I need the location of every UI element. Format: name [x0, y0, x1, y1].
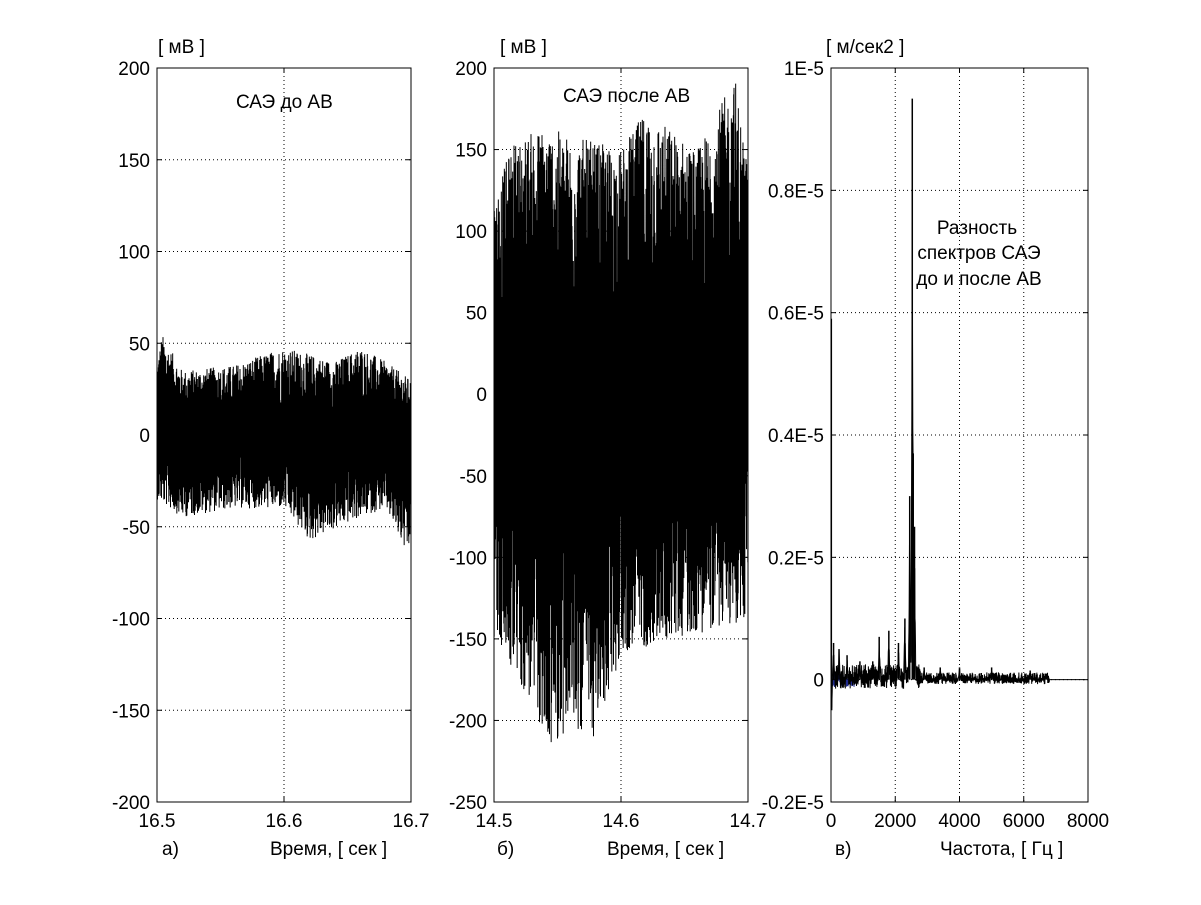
y-unit-label: [ м/сек2 ]: [826, 37, 904, 58]
y-tick-label: 100: [455, 222, 487, 243]
y-tick-label: -250: [449, 793, 487, 814]
x-tick-label: 2000: [874, 811, 916, 832]
y-tick-label: 150: [455, 141, 487, 162]
x-tick-label: 4000: [938, 811, 980, 832]
x-tick-label: 14.7: [730, 811, 767, 832]
y-tick-label: 0: [139, 426, 150, 447]
y-tick-label: 0.8E-5: [768, 181, 824, 202]
chart-panel-b: 14.5 14.6 14.7 -250 -200 -150 -100 -50 0 50 100 15…: [449, 37, 767, 860]
y-tick-label: -0.2E-5: [762, 793, 824, 814]
chart-panel-a: 16.5 16.6 16.7 -200 -150 -100 -50 0 50 100 150 200…: [112, 37, 430, 860]
x-tick-label: 8000: [1067, 811, 1109, 832]
panel-letter: в): [835, 839, 851, 860]
y-unit-label: [ мВ ]: [158, 37, 205, 58]
x-tick-label: 16.5: [139, 811, 176, 832]
panel-letter: б): [497, 839, 514, 860]
x-tick-label: 6000: [1003, 811, 1045, 832]
chart-panel-c: 0 2000 4000 6000 8000 -0.2E-500.2E-50.4E-50.…: [762, 37, 1109, 860]
y-tick-label: -50: [460, 467, 487, 488]
y-tick-label: 200: [455, 59, 487, 80]
x-tick-label: 16.7: [393, 811, 430, 832]
y-tick-label: 0: [813, 671, 824, 692]
x-tick-labels: 14.5 14.6 14.7: [476, 811, 767, 832]
y-tick-label: 100: [118, 243, 150, 264]
y-tick-label: 1E-5: [784, 59, 824, 80]
y-tick-label: -50: [123, 518, 150, 539]
x-axis-label: Частота, [ Гц ]: [940, 839, 1063, 860]
x-axis-label: Время, [ сек ]: [607, 839, 724, 860]
y-tick-label: 0.6E-5: [768, 304, 824, 325]
panel-letter: а): [162, 839, 179, 860]
y-tick-label: 200: [118, 59, 150, 80]
y-tick-label: 150: [118, 151, 150, 172]
y-unit-label: [ мВ ]: [500, 37, 547, 58]
y-tick-labels: -200 -150 -100 -50 0 50 100 150 200: [112, 59, 150, 814]
signal-trace: [156, 337, 412, 546]
y-tick-label: -100: [112, 610, 150, 631]
y-tick-labels: -0.2E-5 0 0.2E-5 0.4E-5 0.6E-5 0.8E-5 1E-5: [762, 59, 824, 814]
y-tick-label: -200: [449, 711, 487, 732]
y-tick-label: -200: [112, 793, 150, 814]
x-tick-label: 16.6: [266, 811, 303, 832]
y-tick-label: -100: [449, 548, 487, 569]
tick-marks: [156, 67, 412, 803]
y-tick-label: 0.4E-5: [768, 426, 824, 447]
y-tick-label: 0: [476, 385, 487, 406]
y-tick-labels: -250 -200 -150 -100 -50 0 50 100 150 200: [449, 59, 487, 814]
annotation-line: до и после АВ: [916, 269, 1041, 290]
x-tick-label: 14.5: [476, 811, 513, 832]
x-tick-labels: 0 2000 4000 6000 8000: [826, 811, 1109, 832]
annotation-line: САЭ до АВ: [236, 92, 333, 113]
signal-path: [156, 337, 412, 546]
tick-marks: [830, 67, 1089, 803]
tick-marks: [493, 67, 749, 803]
x-tick-label: 14.6: [603, 811, 640, 832]
annotation-line: САЭ после АВ: [563, 86, 690, 107]
y-tick-label: -150: [449, 630, 487, 651]
annotation-line: спектров САЭ: [917, 243, 1040, 264]
signal-trace: [493, 83, 749, 743]
y-tick-label: 50: [129, 334, 150, 355]
x-axis-label: Время, [ сек ]: [270, 839, 387, 860]
x-tick-label: 0: [826, 811, 837, 832]
y-tick-label: -150: [112, 701, 150, 722]
y-tick-label: 50: [466, 304, 487, 325]
y-tick-label: 0.2E-5: [768, 548, 824, 569]
annotation-line: Разность: [937, 218, 1017, 239]
signal-path: [493, 83, 749, 743]
x-tick-labels: 16.5 16.6 16.7: [139, 811, 430, 832]
